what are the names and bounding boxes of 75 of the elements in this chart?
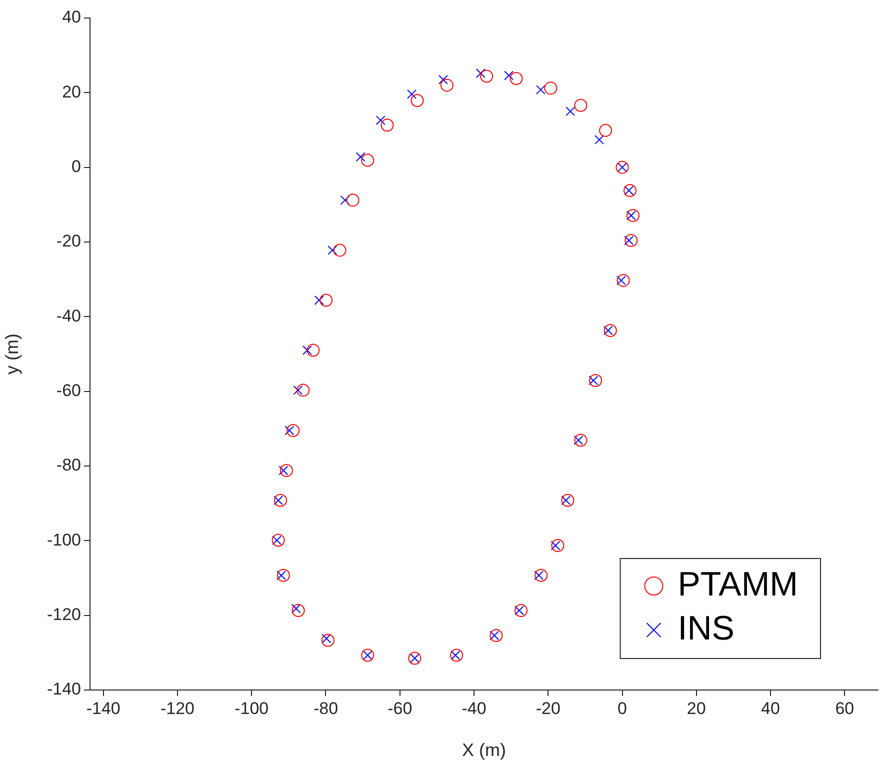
x-axis-title: X (m) [462,740,506,760]
y-tick-label: -20 [56,232,81,251]
x-tick-label: -100 [234,698,269,718]
x-tick-label: -140 [86,698,120,718]
y-tick-label: 20 [62,82,81,102]
y-tick-label: 40 [62,8,81,27]
point [624,186,634,196]
point [594,134,604,144]
legend-label: PTAMM [678,565,798,604]
point [376,116,386,126]
point [534,568,548,582]
point [476,68,486,78]
point [406,89,416,99]
point [356,152,366,162]
point [504,70,514,80]
point [574,434,588,447]
x-tick-label: -60 [388,698,412,718]
point [302,346,312,356]
point [490,628,503,642]
point [328,245,338,255]
point [624,184,637,197]
point [296,384,310,397]
point [551,539,564,552]
point [544,82,558,95]
y-tick-label: 0 [72,157,81,176]
point [440,78,454,92]
y-tick-label: -80 [56,456,81,475]
point [346,194,360,207]
point [361,154,374,167]
point [320,294,333,307]
x-tick-label: 60 [835,698,854,718]
legend-label: INS [678,609,734,648]
point [604,324,617,337]
point [340,195,350,205]
point [321,634,334,647]
point [438,74,448,84]
point [314,296,324,305]
point [480,70,494,83]
point [292,604,305,617]
y-tick-label: -40 [56,306,81,326]
point [624,234,638,248]
y-tick-label: -120 [46,605,81,624]
y-tick-label: -60 [56,381,81,400]
point [274,494,288,507]
x-tick-label: 40 [761,698,780,718]
point [276,568,290,582]
point [626,208,640,222]
point [561,494,574,507]
point [380,118,394,132]
y-axis-title: y (m) [2,334,22,374]
point [514,604,528,617]
y-tick-label: -100 [46,530,81,550]
point [306,344,320,357]
point [410,94,424,108]
point [616,274,630,287]
point [589,374,602,388]
x-tick-label: -40 [462,698,486,718]
point [280,464,293,477]
point [626,210,636,220]
y-tick-label: -140 [46,680,81,699]
point [272,534,285,547]
point [510,72,523,85]
point [450,648,464,662]
x-tick-label: 20 [686,698,706,718]
point [333,244,346,257]
point [574,98,588,112]
point [286,424,300,438]
point [566,106,576,116]
point [599,124,612,137]
x-tick-label: -120 [160,698,194,718]
x-tick-label: -80 [313,698,338,718]
x-tick-label: -20 [536,698,560,718]
x-tick-label: 0 [618,698,627,718]
point [536,84,546,94]
point [293,385,303,395]
